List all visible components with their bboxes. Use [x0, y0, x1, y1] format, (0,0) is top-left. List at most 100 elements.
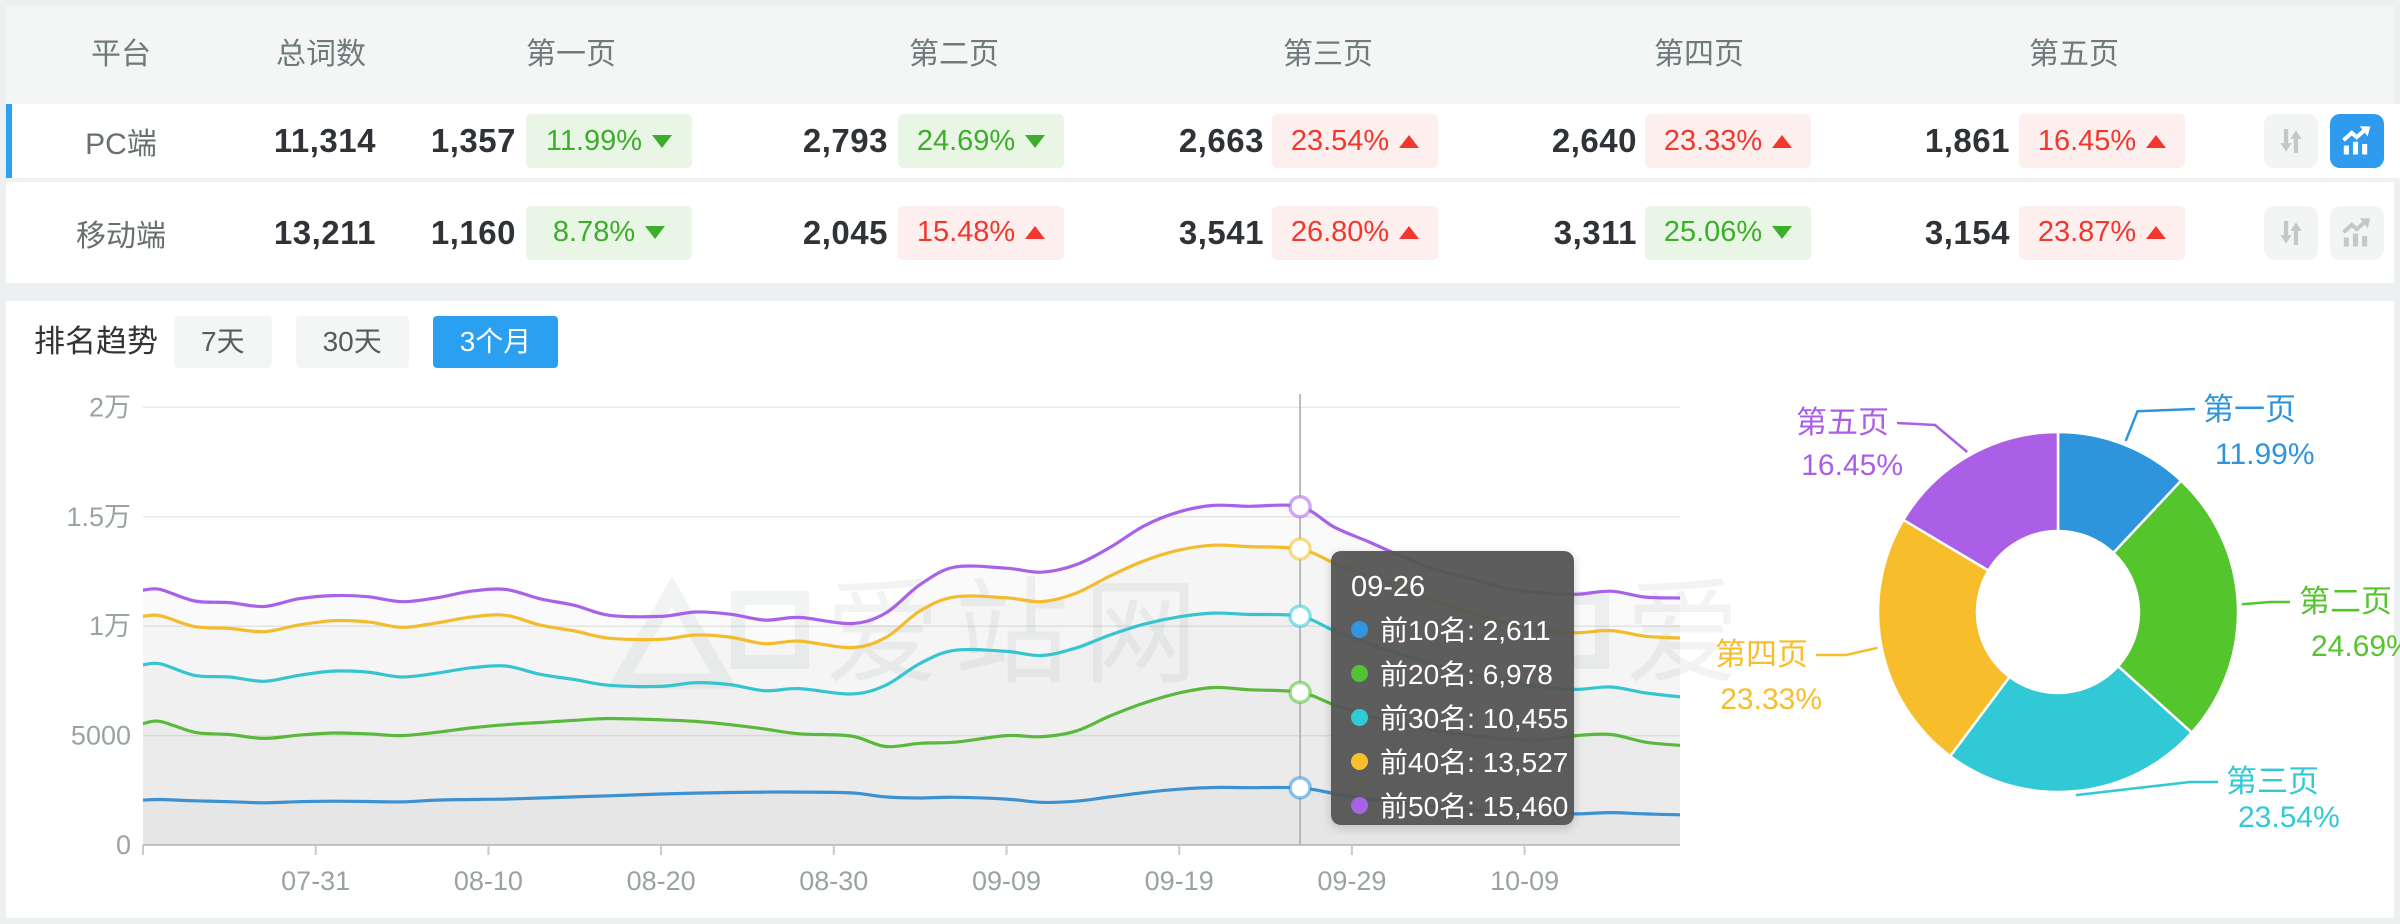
donut-label-percent: 23.54%	[2238, 801, 2340, 834]
page-count-cell: 3,541	[1178, 213, 1264, 251]
table-row[interactable]: 移动端 13,211 1,160 8.78% 2,045 15.48% 3,541 26.80…	[6, 182, 2394, 283]
column-header: 第一页	[526, 38, 616, 71]
tooltip-row: 前10名: 2,611	[1351, 607, 1554, 651]
trend-percent: 23.87%	[2037, 216, 2137, 248]
arrow-up-icon	[2146, 226, 2167, 239]
series-area-前20名	[143, 687, 1680, 845]
y-axis-label: 1万	[89, 611, 131, 641]
donut-slice-第三页[interactable]	[1948, 664, 2194, 794]
tooltip-value: 前20名: 6,978	[1380, 659, 1553, 690]
trend-badge: 16.45%	[2019, 114, 2185, 168]
arrow-down-icon	[652, 134, 673, 148]
total-words-cell: 13,211	[273, 213, 376, 251]
total-words-cell: 11,314	[273, 122, 376, 159]
trend-chart-icon	[2342, 126, 2371, 155]
donut-slice-第五页[interactable]	[1901, 430, 2060, 573]
y-axis-label: 5000	[71, 721, 131, 751]
keyword-rank-table: 平台 总词数 第一页 第二页 第三页 第四页 第五页 PC端 11,314 1,357 11.99…	[6, 6, 2400, 283]
page-count-cell: 1,357	[430, 122, 516, 159]
page-count-cell: 2,640	[1551, 122, 1637, 159]
platform-cell: 移动端	[76, 219, 166, 253]
page-count-cell: 2,663	[1178, 122, 1264, 159]
donut-label-line	[2241, 600, 2290, 606]
donut-label-name: 第一页	[2203, 392, 2296, 427]
donut-label-name: 第四页	[1715, 637, 1808, 672]
donut-label-percent: 24.69%	[2311, 630, 2400, 663]
x-axis-label: 09-09	[972, 866, 1041, 896]
section-title: 排名趋势	[34, 324, 158, 359]
tab-7天[interactable]: 7天	[174, 316, 272, 368]
time-range-tabs: 7天 30天 3个月	[174, 316, 559, 368]
series-dot-icon	[1351, 752, 1368, 770]
trend-percent: 26.80%	[1290, 216, 1390, 248]
trend-percent: 16.45%	[2037, 124, 2137, 157]
table-row[interactable]: PC端 11,314 1,357 11.99% 2,793 24.69% 2,663 23.5…	[6, 104, 2400, 178]
x-axis-label: 09-19	[1145, 866, 1214, 896]
hover-marker-前40名	[1288, 537, 1312, 561]
trend-badge: 25.06%	[1645, 205, 1811, 260]
donut-slice-第四页[interactable]	[1876, 518, 2012, 758]
tooltip-value: 前50名: 15,460	[1380, 791, 1569, 822]
show-trend-button[interactable]	[2330, 114, 2384, 168]
series-area-前10名	[143, 787, 1680, 845]
arrow-up-icon	[1025, 226, 1046, 239]
tooltip-date: 09-26	[1351, 571, 1426, 603]
y-axis-label: 2万	[89, 392, 131, 422]
arrow-up-icon	[1772, 134, 1793, 148]
donut-label-percent: 23.33%	[1720, 683, 1822, 716]
donut-label-percent: 11.99%	[2215, 438, 2315, 471]
trend-badge: 11.99%	[526, 114, 692, 168]
table-header: 平台 总词数 第一页 第二页 第三页 第四页 第五页	[6, 6, 2394, 104]
arrow-up-icon	[1399, 134, 1420, 148]
sort-button[interactable]	[2264, 205, 2318, 260]
trend-percent: 25.06%	[1663, 216, 1763, 248]
donut-slice-第二页[interactable]	[2111, 478, 2240, 735]
trend-percent: 15.48%	[916, 216, 1016, 248]
hover-marker-前20名	[1288, 680, 1312, 705]
x-axis-label: 10-09	[1490, 866, 1559, 896]
trend-badge: 24.69%	[898, 114, 1064, 168]
donut-label-percent: 16.45%	[1801, 449, 1903, 482]
arrow-up-icon	[2146, 134, 2167, 148]
series-dot-icon	[1351, 796, 1368, 814]
arrow-down-icon	[1772, 226, 1793, 239]
page-count-cell: 3,154	[1924, 213, 2010, 251]
tooltip-value: 前10名: 2,611	[1380, 615, 1551, 646]
series-dot-icon	[1351, 620, 1368, 638]
trend-badge: 15.48%	[898, 205, 1064, 260]
tab-30天[interactable]: 30天	[295, 316, 409, 368]
trend-badge: 23.54%	[1272, 114, 1438, 168]
column-header: 第五页	[2029, 38, 2119, 71]
column-header: 总词数	[276, 38, 366, 71]
tooltip-value: 前30名: 10,455	[1380, 703, 1569, 734]
trend-percent: 23.33%	[1663, 124, 1763, 157]
tab-3个月[interactable]: 3个月	[432, 316, 559, 368]
trend-percent: 8.78%	[552, 216, 636, 248]
tooltip-row: 前30名: 10,455	[1351, 695, 1568, 739]
x-axis-label: 08-30	[799, 866, 868, 896]
watermark: 爱站网	[607, 570, 1198, 698]
page-count-cell: 2,793	[802, 122, 888, 159]
x-axis-label: 08-10	[454, 866, 523, 896]
page-count-cell: 1,861	[1924, 122, 2010, 159]
arrow-up-icon	[1399, 226, 1420, 239]
sort-button[interactable]	[2264, 114, 2318, 168]
x-axis-label: 09-29	[1317, 866, 1386, 896]
rank-trend-panel: 排名趋势 7天 30天 3个月	[6, 301, 2394, 918]
trend-percent: 23.54%	[1290, 124, 1390, 157]
series-dot-icon	[1351, 664, 1368, 682]
svg-text:爱站网: 爱站网	[1625, 570, 1740, 698]
donut-label-line	[1816, 646, 1878, 657]
chart-tooltip: 09-26 前10名: 2,611 前20名: 6,978 前30名: 10,455…	[1331, 551, 1574, 825]
show-trend-button[interactable]	[2330, 205, 2384, 260]
column-header: 第二页	[909, 38, 999, 71]
donut-label-name: 第五页	[1796, 405, 1889, 440]
row-divider	[6, 178, 2394, 182]
donut-label-line	[2124, 407, 2196, 442]
platform-cell: PC端	[85, 128, 157, 161]
donut-label-name: 第二页	[2299, 584, 2392, 619]
x-axis-label: 08-20	[627, 866, 696, 896]
trend-badge: 26.80%	[1272, 205, 1438, 260]
trend-percent: 24.69%	[916, 124, 1016, 157]
